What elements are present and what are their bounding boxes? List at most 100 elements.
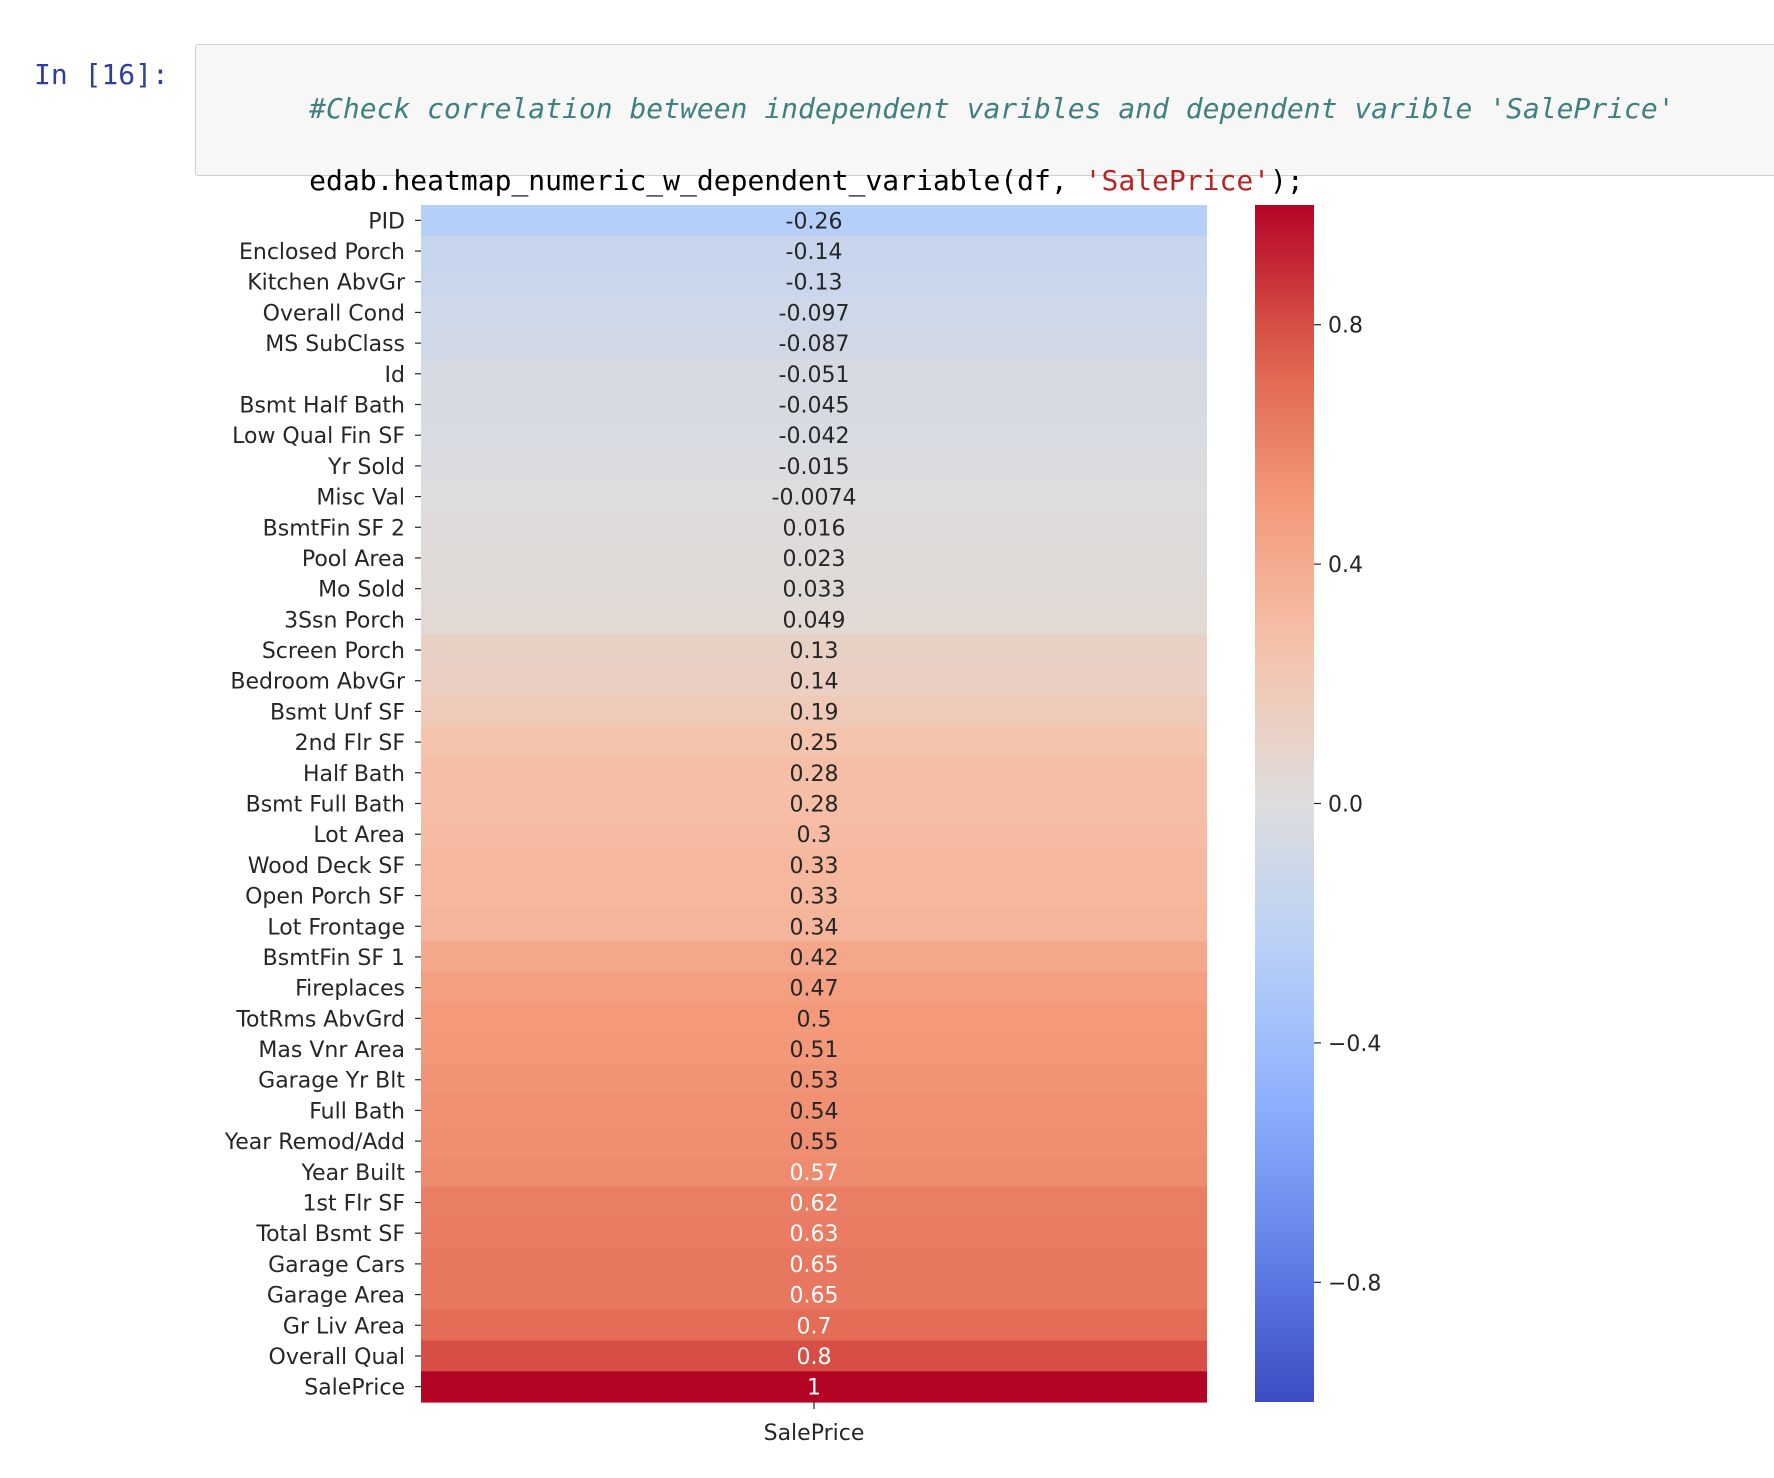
cell-annotation: 0.13 [790,639,839,664]
cell-annotation: 0.65 [790,1253,839,1278]
colorbar-tick-label: 0.0 [1328,793,1363,818]
row-label: SalePrice [304,1376,405,1401]
row-label: Open Porch SF [245,885,405,910]
cell-annotation: 0.023 [783,547,846,572]
row-label: Yr Sold [327,455,405,480]
heatmap-cell [421,205,1207,237]
heatmap-cell [421,1095,1207,1127]
code-closing: ); [1270,164,1304,197]
colorbar: 0.8 0.4 0.0 −0.4 −0.8 [1255,205,1381,1402]
row-label: Pool Area [302,547,405,572]
cell-annotation: -0.13 [786,271,843,296]
cell-annotation: 0.51 [790,1038,839,1063]
heatmap-cell [421,696,1207,728]
row-label: BsmtFin SF 1 [263,946,405,971]
row-label: Overall Cond [263,301,405,326]
row-label: MS SubClass [265,332,405,357]
heatmap-cell [421,389,1207,421]
cell-annotation: 1 [807,1376,821,1401]
heatmap-cell [421,941,1207,973]
row-label: Mas Vnr Area [258,1038,405,1063]
heatmap-cell [421,818,1207,851]
heatmap-cell [421,235,1207,267]
cell-annotation: -0.087 [779,332,850,357]
heatmap-cell [421,1309,1207,1342]
heatmap-cell [421,266,1207,298]
heatmap-cell [421,1003,1207,1035]
row-label: Bsmt Full Bath [246,793,405,818]
code-comment: #Check correlation between independent v… [309,92,1675,125]
heatmap-cell [421,481,1207,513]
heatmap-cell [421,1125,1207,1158]
cell-annotation: 0.54 [790,1099,839,1124]
code-line-call: edab.heatmap_numeric_w_dependent_variabl… [208,131,1304,230]
code-function-call: edab.heatmap_numeric_w_dependent_variabl… [309,164,1085,197]
heatmap-cell [421,1217,1207,1250]
heatmap-chart: -0.26 -0.14 -0.13 -0.097 -0.087 -0.051 -0.045 -… [224,205,1381,1446]
row-labels: PID Enclosed Porch Kitchen AbvGr Overall Co… [224,209,421,1401]
colorbar-tick-label: 0.4 [1328,553,1363,578]
heatmap-cell [421,1033,1207,1065]
x-axis: SalePrice [764,1402,864,1446]
row-label: 1st Flr SF [302,1192,405,1217]
cell-annotation: 0.42 [790,946,839,971]
row-label: Bsmt Half Bath [239,394,405,419]
row-label: Lot Area [313,823,405,848]
row-label: Kitchen AbvGr [247,271,406,296]
colorbar-tick-label: 0.8 [1328,314,1363,339]
row-label: Bedroom AbvGr [230,670,406,695]
cell-annotation: 0.53 [790,1069,839,1094]
heatmap-cell [421,880,1207,912]
heatmap-cell [421,1064,1207,1096]
row-label: Garage Yr Blt [258,1069,405,1094]
heatmap-cell [421,665,1207,697]
cell-annotation: -0.015 [779,455,850,480]
row-label: Low Qual Fin SF [232,424,405,449]
cell-annotation: 0.55 [790,1130,839,1155]
cell-annotation: 0.8 [797,1345,832,1370]
cell-annotation: 0.28 [790,793,839,818]
row-label: Gr Liv Area [283,1314,405,1339]
heatmap-cell [421,788,1207,820]
code-cell[interactable]: In [16]: #Check correlation between inde… [0,40,1774,197]
row-label: Garage Cars [268,1253,405,1278]
cell-annotation: -0.0074 [772,486,857,511]
cell-annotation: 0.62 [790,1192,839,1217]
heatmap-cell [421,1340,1207,1372]
row-label: Bsmt Unf SF [270,700,405,725]
cell-annotation: 0.033 [783,578,846,603]
row-label: 2nd Flr SF [295,731,405,756]
heatmap-cell [421,511,1207,544]
heatmap-cell [421,757,1207,789]
colorbar-tick-label: −0.4 [1328,1032,1381,1057]
cell-annotation: 0.34 [790,915,839,940]
heatmap-cell [421,327,1207,360]
heatmap-cells: -0.26 -0.14 -0.13 -0.097 -0.087 -0.051 -0.045 -… [421,205,1207,1403]
heatmap-cell [421,450,1207,482]
code-line-comment: #Check correlation between independent v… [208,59,1675,158]
row-label: Wood Deck SF [248,854,405,879]
heatmap-cell [421,419,1207,452]
heatmap-cell [421,634,1207,666]
cell-annotation: 0.5 [797,1007,832,1032]
colorbar-tick-label: −0.8 [1328,1271,1381,1296]
cell-annotation: 0.33 [790,854,839,879]
cell-annotation: -0.14 [786,240,843,265]
cell-annotation: 0.7 [797,1314,832,1339]
cell-annotation: 0.28 [790,762,839,787]
cell-annotation: 0.3 [797,823,832,848]
input-prompt: In [16]: [34,58,169,91]
cell-annotation: 0.19 [790,700,839,725]
cell-annotation: 0.57 [790,1161,839,1186]
row-label: Misc Val [316,486,405,511]
row-label: Enclosed Porch [239,240,405,265]
cell-annotation: -0.042 [779,424,850,449]
heatmap-cell [421,1371,1207,1403]
cell-annotation: 0.65 [790,1284,839,1309]
row-label: Half Bath [303,762,405,787]
row-label: Year Built [301,1161,406,1186]
heatmap-cell [421,358,1207,390]
row-label: Fireplaces [295,977,405,1002]
code-editor[interactable]: #Check correlation between independent v… [195,44,1774,197]
cell-annotation: 0.33 [790,885,839,910]
